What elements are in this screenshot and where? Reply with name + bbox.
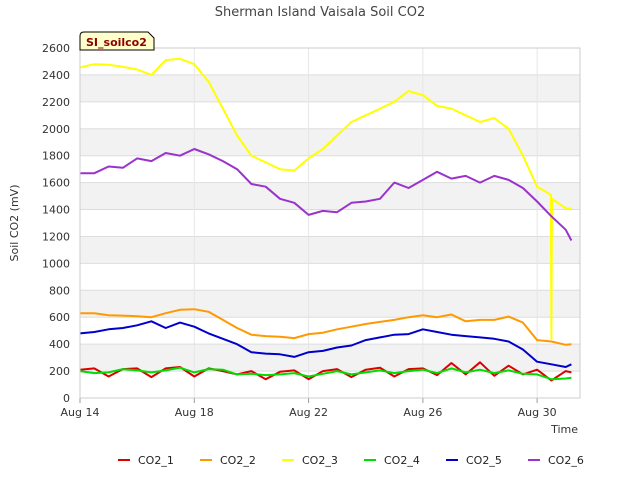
y-tick-label: 800: [49, 284, 70, 297]
plot-background: [80, 48, 580, 398]
x-tick-label: Aug 30: [518, 406, 557, 419]
legend-label: CO2_5: [466, 454, 502, 467]
background-band: [80, 236, 580, 264]
badge-label: SI_soilco2: [86, 36, 147, 49]
y-tick-label: 1800: [42, 150, 70, 163]
series-line-co2-3: [79, 57, 572, 340]
y-axis-ticks: 0 200 400 600 800 1000 1200 1400 1600 1800 2000 220…: [42, 42, 70, 405]
legend: CO2_1 CO2_2 CO2_3 CO2_4 CO2_5 CO2_6: [118, 454, 584, 467]
y-tick-label: 400: [49, 338, 70, 351]
series-badge: SI_soilco2: [79, 31, 155, 51]
series-line-co2-4: [79, 366, 572, 381]
y-tick-label: 2000: [42, 123, 70, 136]
legend-label: CO2_4: [384, 454, 420, 467]
legend-label: CO2_6: [548, 454, 584, 467]
y-tick-label: 2200: [42, 96, 70, 109]
series-lines: [79, 57, 573, 382]
plot-frame: [79, 47, 581, 399]
x-axis-label: Time: [550, 423, 578, 436]
x-tick-label: Aug 14: [61, 406, 100, 419]
series-line-co2-5: [79, 320, 572, 368]
y-tick-label: 1400: [42, 204, 70, 217]
chart-title: Sherman Island Vaisala Soil CO2: [215, 5, 425, 20]
background-band: [80, 74, 580, 102]
y-tick-label: 1000: [42, 257, 70, 270]
x-axis-ticks: Aug 14 Aug 18 Aug 22 Aug 26 Aug 30: [61, 398, 557, 419]
y-tick-label: 200: [49, 365, 70, 378]
background-band: [80, 182, 580, 210]
y-tick-label: 0: [63, 392, 70, 405]
legend-label: CO2_2: [220, 454, 256, 467]
y-tick-label: 2400: [42, 69, 70, 82]
series-line-co2-2: [80, 308, 572, 346]
x-tick-label: Aug 18: [175, 406, 214, 419]
background-band: [80, 290, 580, 318]
y-tick-label: 1600: [42, 177, 70, 190]
y-axis-label: Soil CO2 (mV): [8, 185, 21, 262]
legend-label: CO2_1: [138, 454, 174, 467]
x-tick-label: Aug 22: [289, 406, 328, 419]
y-tick-label: 2600: [42, 42, 70, 55]
y-tick-label: 600: [49, 311, 70, 324]
y-tick-label: 1200: [42, 230, 70, 243]
series-line-co2-6: [80, 148, 573, 241]
legend-label: CO2_3: [302, 454, 338, 467]
x-tick-label: Aug 26: [403, 406, 442, 419]
